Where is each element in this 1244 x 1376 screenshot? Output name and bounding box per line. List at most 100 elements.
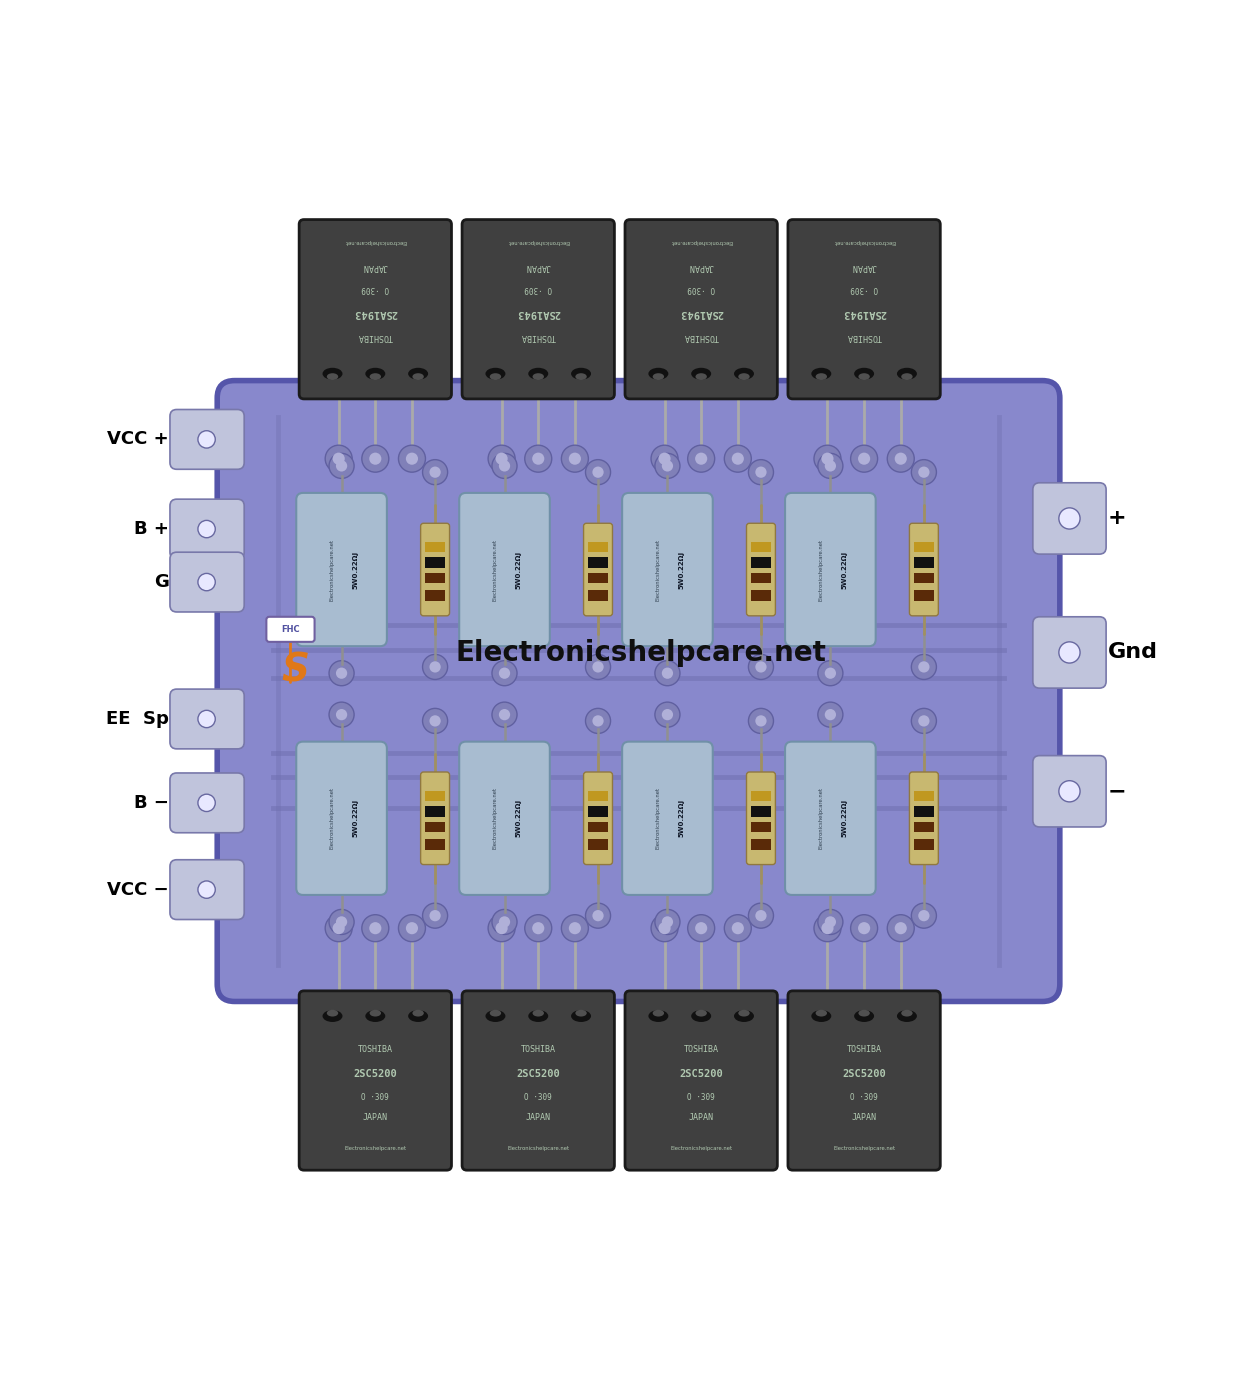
Bar	[586, 604, 610, 612]
Circle shape	[817, 910, 843, 934]
Circle shape	[398, 446, 425, 472]
Text: 5W0.22ΩJ: 5W0.22ΩJ	[352, 550, 358, 589]
Ellipse shape	[408, 367, 428, 380]
Circle shape	[817, 660, 843, 685]
Circle shape	[912, 709, 937, 733]
Circle shape	[688, 915, 714, 941]
Circle shape	[755, 662, 766, 673]
Circle shape	[1059, 508, 1080, 528]
Circle shape	[499, 667, 510, 678]
Bar	[914, 821, 933, 832]
Circle shape	[912, 655, 937, 680]
FancyBboxPatch shape	[787, 220, 940, 399]
Circle shape	[423, 903, 448, 929]
Bar	[423, 853, 447, 861]
Text: Electronicshelpcare.net: Electronicshelpcare.net	[819, 787, 824, 849]
Bar	[914, 839, 933, 849]
Circle shape	[586, 655, 611, 680]
Text: Electronicshelpcare.net: Electronicshelpcare.net	[656, 787, 661, 849]
Ellipse shape	[648, 367, 668, 380]
Circle shape	[369, 453, 382, 465]
FancyBboxPatch shape	[583, 523, 612, 616]
Text: Electronicshelpcare.net: Electronicshelpcare.net	[493, 538, 498, 600]
Ellipse shape	[816, 1010, 827, 1017]
Circle shape	[495, 453, 508, 465]
FancyBboxPatch shape	[299, 220, 452, 399]
Ellipse shape	[327, 1010, 338, 1017]
FancyBboxPatch shape	[583, 772, 612, 864]
Ellipse shape	[529, 1010, 549, 1022]
Text: 5W0.22ΩJ: 5W0.22ΩJ	[352, 799, 358, 838]
Bar	[588, 791, 607, 801]
Circle shape	[887, 446, 914, 472]
Circle shape	[887, 915, 914, 941]
Circle shape	[198, 431, 215, 449]
Bar	[423, 526, 447, 535]
Circle shape	[336, 916, 347, 927]
FancyBboxPatch shape	[746, 772, 775, 864]
Bar	[588, 572, 607, 583]
Text: Electronicshelpcare.net: Electronicshelpcare.net	[330, 787, 335, 849]
Circle shape	[814, 915, 841, 941]
Bar	[914, 557, 933, 568]
Ellipse shape	[575, 373, 587, 380]
Ellipse shape	[738, 373, 750, 380]
Ellipse shape	[571, 367, 591, 380]
Ellipse shape	[811, 1010, 831, 1022]
FancyBboxPatch shape	[299, 991, 452, 1170]
Circle shape	[198, 794, 215, 812]
Ellipse shape	[490, 1010, 501, 1017]
Text: O ·309: O ·309	[850, 1093, 878, 1102]
Bar	[912, 526, 935, 535]
Text: Electronicshelpcare.net: Electronicshelpcare.net	[671, 1146, 733, 1150]
Circle shape	[362, 446, 389, 472]
Circle shape	[491, 702, 518, 727]
FancyBboxPatch shape	[1033, 483, 1106, 555]
Circle shape	[561, 915, 588, 941]
Circle shape	[651, 446, 678, 472]
Circle shape	[858, 922, 871, 934]
Circle shape	[406, 453, 418, 465]
FancyBboxPatch shape	[746, 523, 775, 616]
Circle shape	[851, 446, 877, 472]
Circle shape	[488, 446, 515, 472]
Circle shape	[724, 446, 751, 472]
Circle shape	[586, 709, 611, 733]
Ellipse shape	[532, 1010, 544, 1017]
Ellipse shape	[485, 367, 505, 380]
Ellipse shape	[734, 1010, 754, 1022]
Circle shape	[429, 716, 440, 727]
Circle shape	[198, 710, 215, 728]
Text: 2SC5200: 2SC5200	[679, 1069, 723, 1079]
Circle shape	[755, 716, 766, 727]
Bar	[588, 542, 607, 552]
Circle shape	[429, 662, 440, 673]
Text: 2SC5200: 2SC5200	[353, 1069, 397, 1079]
Bar	[914, 791, 933, 801]
Circle shape	[198, 574, 215, 590]
FancyBboxPatch shape	[787, 991, 940, 1170]
Text: JAPAN: JAPAN	[363, 263, 388, 271]
Circle shape	[662, 667, 673, 678]
Circle shape	[532, 922, 545, 934]
Circle shape	[662, 460, 673, 472]
FancyBboxPatch shape	[170, 773, 244, 832]
Circle shape	[918, 716, 929, 727]
Ellipse shape	[648, 1010, 668, 1022]
Bar	[912, 775, 935, 783]
Text: VCC −: VCC −	[107, 881, 169, 899]
Circle shape	[569, 922, 581, 934]
Bar	[914, 806, 933, 816]
Circle shape	[755, 466, 766, 477]
Ellipse shape	[738, 1010, 750, 1017]
Bar	[751, 542, 770, 552]
Ellipse shape	[901, 1010, 913, 1017]
Ellipse shape	[816, 373, 827, 380]
Circle shape	[429, 466, 440, 477]
Text: −: −	[1108, 782, 1127, 801]
Circle shape	[695, 453, 708, 465]
Text: Electronicshelpcare.net: Electronicshelpcare.net	[455, 640, 826, 667]
Circle shape	[817, 453, 843, 479]
FancyBboxPatch shape	[296, 742, 387, 894]
Text: TOSHIBA: TOSHIBA	[847, 1046, 882, 1054]
